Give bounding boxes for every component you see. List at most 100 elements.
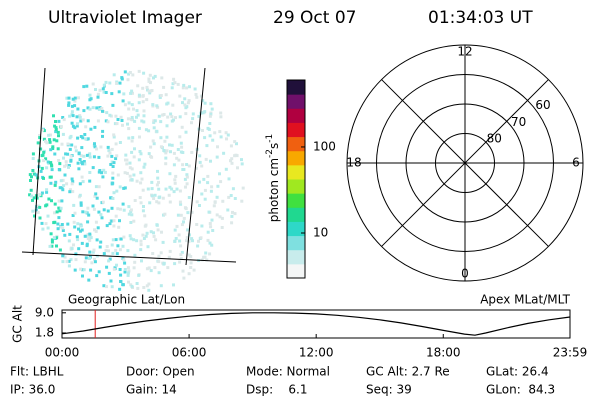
info-field: GC Alt: 2.7 Re bbox=[366, 365, 450, 379]
pixel bbox=[63, 255, 67, 259]
pixel bbox=[177, 158, 181, 162]
pixel bbox=[222, 151, 226, 155]
pixel bbox=[95, 147, 99, 151]
pixel bbox=[208, 114, 212, 118]
pixel bbox=[60, 186, 64, 190]
pixel bbox=[210, 107, 214, 111]
pixel bbox=[132, 173, 136, 177]
pixel bbox=[84, 210, 88, 214]
pixel bbox=[78, 115, 82, 119]
pixel bbox=[147, 77, 151, 81]
pixel bbox=[61, 188, 65, 192]
pixel bbox=[107, 249, 110, 253]
pixel bbox=[67, 96, 71, 100]
pixel bbox=[81, 274, 84, 278]
pixel bbox=[88, 232, 92, 236]
pixel bbox=[61, 229, 65, 232]
pixel bbox=[75, 124, 79, 128]
pixel bbox=[52, 114, 55, 118]
pixel bbox=[97, 270, 101, 274]
pixel bbox=[106, 145, 110, 149]
pixel bbox=[82, 154, 86, 158]
pixel bbox=[39, 169, 43, 173]
pixel bbox=[133, 260, 137, 264]
pixel bbox=[48, 138, 52, 142]
pixel bbox=[127, 72, 131, 76]
pixel bbox=[165, 124, 169, 128]
pixel bbox=[157, 187, 161, 191]
y-label: GC Alt bbox=[11, 305, 25, 343]
pixel bbox=[46, 214, 50, 218]
pixel bbox=[88, 93, 92, 97]
pixel bbox=[79, 201, 83, 205]
pixel bbox=[149, 269, 153, 273]
pixel bbox=[49, 161, 53, 165]
x-tick-label: 18:00 bbox=[426, 346, 461, 360]
pixel bbox=[108, 257, 112, 261]
pixel bbox=[151, 252, 155, 255]
pixel bbox=[116, 173, 120, 177]
pixel bbox=[132, 219, 136, 223]
pixel bbox=[132, 107, 135, 111]
pixel bbox=[94, 220, 98, 224]
pixel bbox=[114, 214, 118, 218]
pixel bbox=[82, 85, 86, 89]
pixel bbox=[110, 182, 114, 186]
pixel bbox=[104, 119, 108, 123]
pixel bbox=[61, 178, 65, 182]
pixel bbox=[115, 252, 119, 256]
pixel bbox=[83, 133, 87, 136]
pixel bbox=[70, 182, 74, 186]
pixel bbox=[182, 83, 186, 87]
footer: Flt: LBHL Door: Open Mode: Normal GC Alt: 2… bbox=[10, 365, 555, 397]
pixel bbox=[215, 213, 219, 217]
pixel bbox=[57, 199, 61, 203]
pixel bbox=[59, 225, 63, 229]
mlt-label: 12 bbox=[457, 45, 472, 59]
pixel bbox=[148, 73, 152, 77]
pixel bbox=[213, 131, 217, 135]
pixel bbox=[108, 81, 112, 85]
pixel bbox=[44, 139, 47, 143]
pixel bbox=[162, 85, 166, 89]
pixel bbox=[173, 178, 177, 182]
pixel bbox=[51, 145, 55, 149]
pixel bbox=[129, 221, 133, 224]
pixel bbox=[131, 73, 135, 77]
pixel bbox=[111, 165, 115, 168]
pixel bbox=[173, 228, 177, 232]
pixel bbox=[230, 221, 234, 225]
pixel bbox=[57, 206, 61, 210]
pixel bbox=[118, 287, 122, 291]
pixel bbox=[147, 89, 151, 93]
pixel bbox=[101, 134, 104, 138]
pixel bbox=[72, 220, 76, 224]
pixel bbox=[112, 267, 116, 271]
pixel bbox=[119, 115, 123, 119]
pixel bbox=[126, 249, 130, 253]
info-field: GLat: 26.4 bbox=[486, 365, 549, 379]
pixel bbox=[182, 220, 185, 224]
pixel bbox=[201, 99, 205, 103]
pixel bbox=[181, 101, 184, 105]
pixel bbox=[88, 155, 92, 159]
pixel bbox=[45, 166, 49, 170]
info-field: IP: 36.0 bbox=[10, 383, 55, 397]
pixel bbox=[171, 82, 175, 86]
pixel bbox=[119, 280, 123, 283]
pixel bbox=[209, 112, 213, 116]
pixel bbox=[181, 269, 185, 273]
pixel bbox=[76, 122, 79, 126]
pixel bbox=[187, 164, 191, 168]
pixel bbox=[102, 168, 106, 172]
pixel bbox=[147, 282, 151, 286]
pixel bbox=[65, 96, 69, 100]
pixel bbox=[112, 133, 116, 137]
pixel bbox=[119, 273, 123, 277]
pixel bbox=[77, 96, 80, 100]
pixel bbox=[38, 136, 42, 140]
pixel bbox=[93, 145, 97, 149]
pixel bbox=[42, 129, 46, 133]
color-step bbox=[287, 207, 305, 222]
pixel bbox=[82, 160, 86, 163]
